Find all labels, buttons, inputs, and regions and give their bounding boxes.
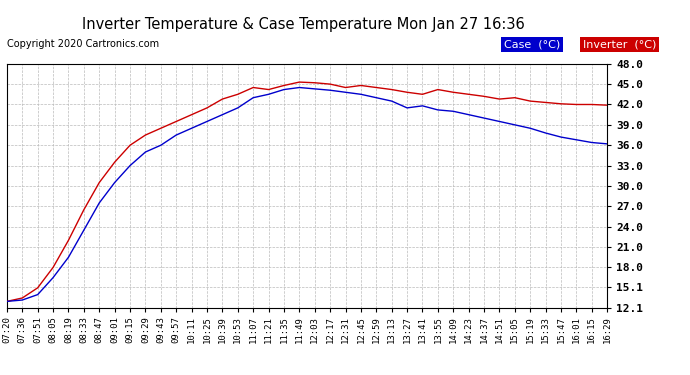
Text: Copyright 2020 Cartronics.com: Copyright 2020 Cartronics.com [7, 39, 159, 50]
Text: Case  (°C): Case (°C) [504, 39, 560, 50]
Text: Inverter  (°C): Inverter (°C) [583, 39, 656, 50]
Text: Inverter Temperature & Case Temperature Mon Jan 27 16:36: Inverter Temperature & Case Temperature … [82, 17, 525, 32]
